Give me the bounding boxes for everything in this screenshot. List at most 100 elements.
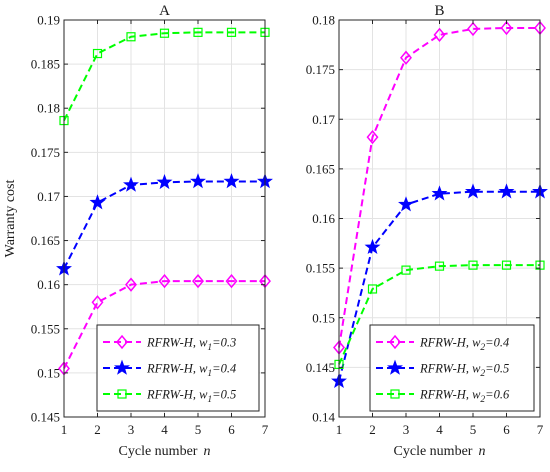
legend-label-prefix: RFRW-H, w [419,362,481,376]
data-point [158,273,171,289]
legend-entry: RFRW-H, w1=0.4 [103,359,236,380]
x-tick-label: 7 [262,422,269,437]
legend-label-sub: 2 [480,395,485,405]
data-point [190,173,206,189]
legend-label: RFRW-H, w1=0.5 [146,388,236,406]
legend-label: RFRW-H, w1=0.3 [146,336,236,354]
data-point [364,238,381,255]
legend-marker [116,334,128,350]
x-tick-label: 6 [228,422,235,437]
data-point [367,284,378,294]
y-tick-label: 0.145 [31,410,60,425]
y-tick-label: 0.15 [312,310,335,325]
legend-marker [387,359,403,375]
x-tick-label: 1 [336,422,343,437]
x-tick-label: 6 [503,422,510,437]
legend-label-prefix: RFRW-H, w [146,336,208,350]
legend-marker [390,389,400,399]
data-point [465,183,481,199]
x-axis-label: Cycle number n [119,444,211,459]
data-point [225,273,238,289]
legend-marker [114,359,130,375]
y-tick-label: 0.175 [31,145,60,160]
legend-label-sub: 1 [207,343,212,353]
x-axis-label-text: Cycle number [394,444,473,459]
data-point [433,27,446,43]
y-tick-label: 0.175 [306,62,335,77]
x-tick-label: 3 [128,422,135,437]
data-point [498,183,515,199]
legend-label-suffix: =0.4 [212,362,236,376]
legend-entry: RFRW-H, w2=0.6 [376,388,510,405]
data-point [400,50,412,65]
legend-entry: RFRW-H, w2=0.4 [376,334,509,353]
data-point [431,185,448,201]
x-tick-label: 2 [369,422,376,437]
y-tick-label: 0.17 [312,112,335,127]
legend-label: RFRW-H, w1=0.4 [146,362,236,380]
y-tick-label: 0.16 [37,277,60,292]
chart-title: A [159,3,170,19]
data-point [91,295,104,310]
x-tick-label: 5 [470,422,477,437]
data-point [123,176,139,192]
legend-marker [117,389,127,399]
data-point [159,28,170,38]
data-point [125,277,137,292]
legend-label-prefix: RFRW-H, w [419,388,481,402]
y-tick-label: 0.18 [37,101,60,116]
y-tick-label: 0.165 [306,161,335,176]
series-line [338,264,540,365]
legend-label: RFRW-H, w2=0.5 [419,362,509,380]
data-point [192,273,204,289]
y-tick-label: 0.14 [312,410,335,425]
legend-label-prefix: RFRW-H, w [146,388,208,402]
legend-marker [389,334,401,350]
y-axis-label: Warranty cost [3,180,18,258]
data-point [434,261,445,271]
x-tick-label: 1 [61,422,68,437]
y-tick-label: 0.15 [37,365,60,380]
x-tick-label: 7 [537,422,544,437]
legend-label-sub: 1 [207,369,212,379]
y-tick-label: 0.145 [306,360,335,375]
x-axis-label: Cycle number n [394,444,486,459]
legend-entry: RFRW-H, w1=0.3 [103,334,236,354]
series-line [63,280,265,369]
series-2 [334,260,545,369]
legend-label-sub: 2 [480,369,485,379]
legend-entry: RFRW-H, w1=0.5 [103,388,236,406]
x-axis-label-text: Cycle number [119,444,198,459]
legend-label-suffix: =0.6 [485,388,510,402]
data-point [401,265,411,275]
x-tick-label: 2 [94,422,101,437]
series-line [338,26,540,348]
data-point [92,48,103,59]
x-tick-label: 4 [161,422,168,437]
y-tick-label: 0.165 [31,233,60,248]
chart-panel-b: 1 2 3 4 5 6 7 0.14 0.145 0.15 0.155 0.16 0.165 0.17 0.… [306,3,548,459]
y-tick-label: 0.155 [31,321,60,336]
x-tick-label: 4 [436,422,443,437]
y-tick-label: 0.16 [312,211,335,226]
legend-label-suffix: =0.5 [485,362,509,376]
legend-label-sub: 1 [207,395,212,405]
legend-label-suffix: =0.5 [212,388,236,402]
y-tick-label: 0.17 [37,189,60,204]
legend-label-prefix: RFRW-H, w [419,336,481,350]
y-tick-label: 0.155 [306,261,335,276]
data-point [398,196,414,212]
series-0 [58,273,271,376]
x-axis-label-var: n [478,444,485,459]
legend-label-prefix: RFRW-H, w [146,362,208,376]
y-tick-label: 0.185 [31,57,60,72]
data-point [226,27,237,37]
data-point [366,129,379,145]
y-tick-label: 0.18 [312,13,335,28]
x-axis-label-var: n [203,444,210,459]
data-point [193,27,203,37]
x-tick-label: 5 [195,422,202,437]
